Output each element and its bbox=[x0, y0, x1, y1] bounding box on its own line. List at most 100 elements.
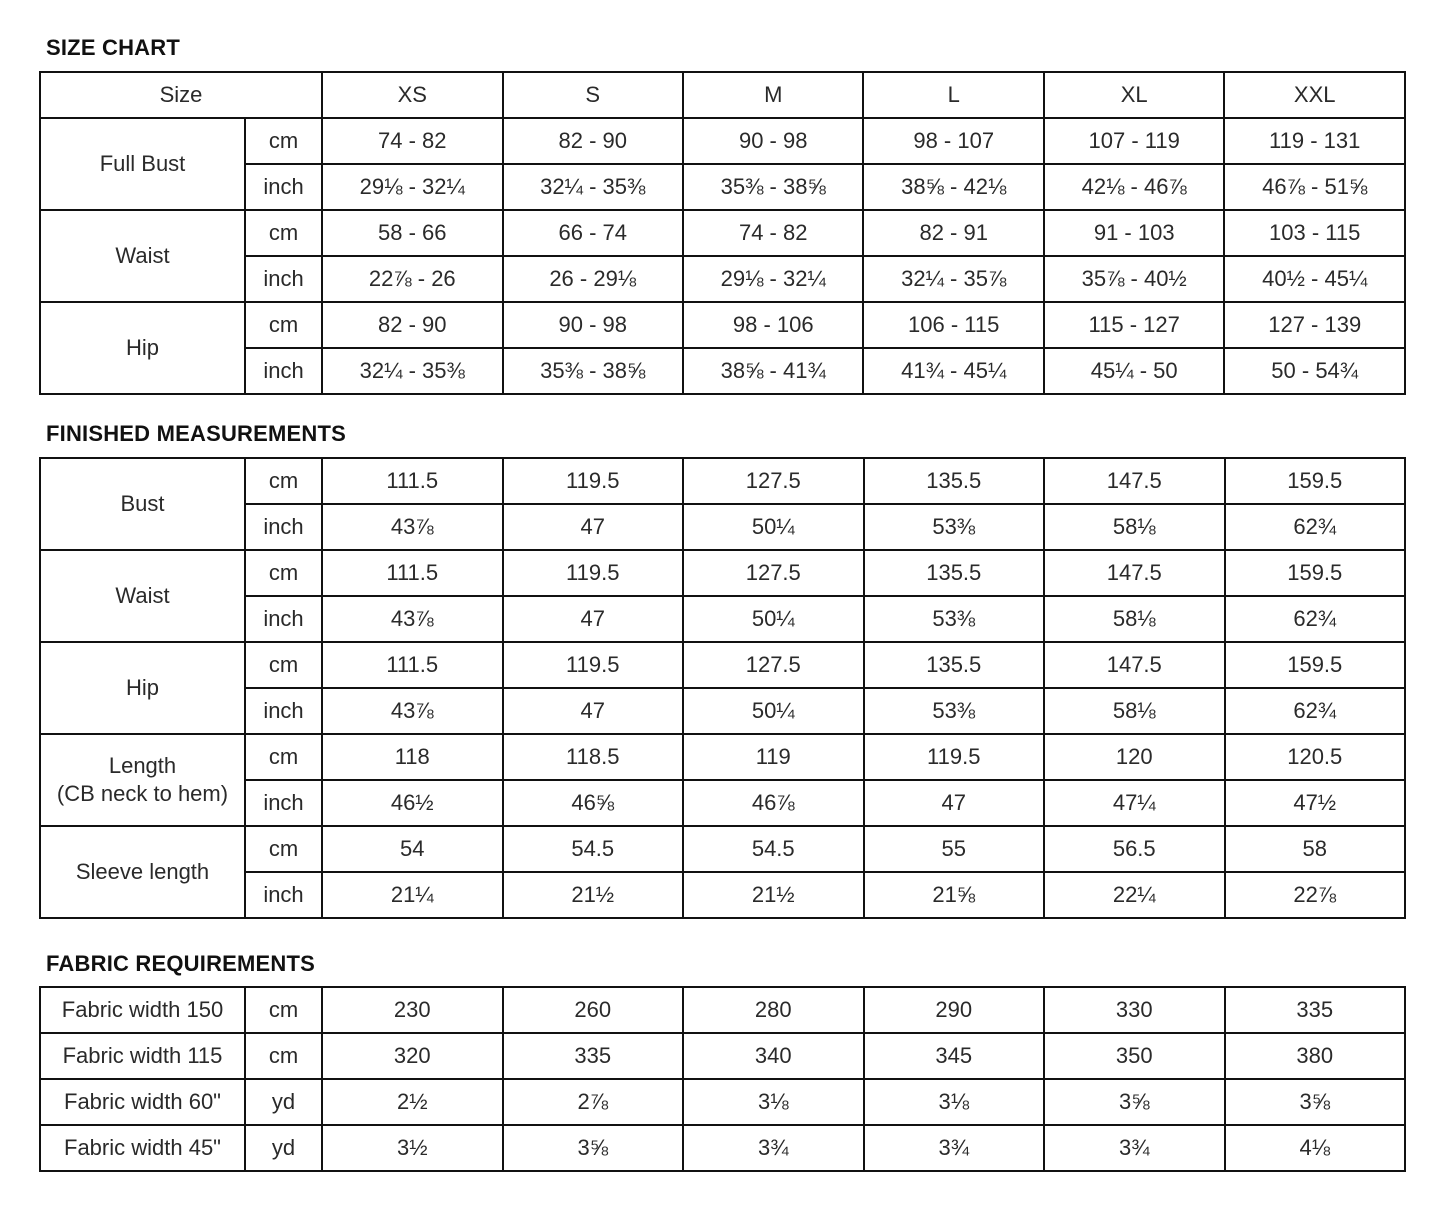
value-cell: 135.5 bbox=[862, 457, 1045, 505]
value-cell: 40½ - 45¼ bbox=[1223, 255, 1406, 303]
value-cell: 50¼ bbox=[682, 687, 865, 735]
value-cell: 29⅛ - 32¼ bbox=[681, 255, 865, 303]
table-row: inch 46½ 46⅝ 46⅞ 47 47¼ 47½ bbox=[40, 779, 1406, 827]
value-cell: 54.5 bbox=[682, 825, 865, 873]
value-cell: 29⅛ - 32¼ bbox=[321, 163, 504, 211]
value-cell: 21¼ bbox=[321, 871, 504, 919]
table-row: Full Bust cm 74 - 82 82 - 90 90 - 98 98 - 107… bbox=[39, 117, 1406, 211]
unit-cell: inch bbox=[244, 687, 323, 735]
value-cell: 3⅝ bbox=[1043, 1078, 1226, 1126]
value-cell: 3⅝ bbox=[1223, 1078, 1406, 1126]
value-cell: 98 - 107 bbox=[862, 117, 1045, 165]
value-cell: 290 bbox=[862, 986, 1045, 1034]
value-cell: 3¾ bbox=[1043, 1124, 1226, 1172]
value-cell: 159.5 bbox=[1223, 549, 1406, 597]
value-cell: 58⅛ bbox=[1043, 503, 1226, 551]
unit-cell: inch bbox=[243, 255, 324, 303]
value-cell: 118.5 bbox=[501, 733, 684, 781]
value-cell: 135.5 bbox=[862, 641, 1045, 689]
unit-cell: inch bbox=[244, 503, 323, 551]
value-cell: 21½ bbox=[501, 871, 684, 919]
unit-cell: cm bbox=[244, 641, 323, 689]
value-cell: 350 bbox=[1043, 1032, 1226, 1080]
unit-cell: cm bbox=[244, 733, 323, 781]
value-cell: 260 bbox=[501, 986, 684, 1034]
value-cell: 345 bbox=[862, 1032, 1045, 1080]
fabric-requirements-table: Fabric width 150 cm 230 260 280 290 330 335 Fabr… bbox=[39, 986, 1406, 1172]
value-cell: 58⅛ bbox=[1043, 595, 1226, 643]
value-cell: 119.5 bbox=[501, 457, 684, 505]
value-cell: 55 bbox=[862, 825, 1045, 873]
value-cell: 58 bbox=[1223, 825, 1406, 873]
group-label: Full Bust bbox=[99, 151, 186, 176]
value-cell: 2½ bbox=[321, 1078, 504, 1126]
value-cell: 82 - 90 bbox=[501, 117, 684, 165]
size-header-xs: XS bbox=[321, 71, 504, 119]
fabric-width-label: Fabric width 150 bbox=[39, 986, 246, 1034]
table-row: inch 43⅞ 47 50¼ 53⅜ 58⅛ 62¾ bbox=[40, 687, 1406, 735]
unit-cell: yd bbox=[244, 1124, 323, 1172]
row-group-label: Hip bbox=[39, 641, 246, 735]
value-cell: 4⅛ bbox=[1223, 1124, 1406, 1172]
value-cell: 47 bbox=[501, 595, 684, 643]
size-chart-heading: SIZE CHART bbox=[46, 35, 180, 60]
unit-cell: cm bbox=[244, 549, 323, 597]
value-cell: 42⅛ - 46⅞ bbox=[1042, 163, 1226, 211]
value-cell: 111.5 bbox=[321, 549, 504, 597]
group-label: Hip bbox=[125, 335, 159, 360]
value-cell: 147.5 bbox=[1043, 641, 1226, 689]
value-cell: 127.5 bbox=[682, 457, 865, 505]
value-cell: 106 - 115 bbox=[862, 301, 1045, 349]
value-cell: 119.5 bbox=[862, 733, 1045, 781]
table-row: Hip cm 111.5 119.5 127.5 135.5 147.5 159.5 bbox=[39, 641, 1406, 735]
table-row: Size XS S M L XL XXL bbox=[38, 71, 1406, 119]
finished-measurements-heading: FINISHED MEASUREMENTS bbox=[46, 421, 346, 446]
unit-cell: inch bbox=[244, 595, 323, 643]
value-cell: 46⅞ - 51⅝ bbox=[1223, 163, 1406, 211]
value-cell: 22¼ bbox=[1043, 871, 1226, 919]
value-cell: 3⅛ bbox=[682, 1078, 865, 1126]
value-cell: 45¼ - 50 bbox=[1042, 347, 1226, 395]
unit-cell: cm bbox=[243, 209, 324, 257]
value-cell: 280 bbox=[682, 986, 865, 1034]
value-cell: 111.5 bbox=[321, 641, 504, 689]
value-cell: 3½ bbox=[321, 1124, 504, 1172]
table-row: Length (CB neck to hem) cm 118 118.5 119 119.5… bbox=[39, 733, 1406, 827]
value-cell: 62¾ bbox=[1223, 503, 1406, 551]
value-cell: 3¾ bbox=[862, 1124, 1045, 1172]
unit-cell: cm bbox=[244, 457, 323, 505]
table-row: Fabric width 60" yd 2½ 2⅞ 3⅛ 3⅛ 3⅝ 3⅝ bbox=[39, 1078, 1406, 1126]
unit-cell: yd bbox=[244, 1078, 323, 1126]
value-cell: 54.5 bbox=[501, 825, 684, 873]
table-row: inch 43⅞ 47 50¼ 53⅜ 58⅛ 62¾ bbox=[40, 503, 1406, 551]
value-cell: 120.5 bbox=[1223, 733, 1406, 781]
value-cell: 127.5 bbox=[682, 641, 865, 689]
value-cell: 2⅞ bbox=[501, 1078, 684, 1126]
group-label: Sleeve length bbox=[75, 859, 210, 884]
value-cell: 47 bbox=[501, 687, 684, 735]
row-group-label: Hip bbox=[39, 301, 246, 395]
unit-cell: cm bbox=[243, 301, 324, 349]
value-cell: 53⅜ bbox=[862, 687, 1045, 735]
table-row: Fabric width 115 cm 320 335 340 345 350 380 bbox=[39, 1032, 1406, 1080]
value-cell: 47 bbox=[862, 779, 1045, 827]
value-cell: 107 - 119 bbox=[1042, 117, 1226, 165]
table-row: Bust cm 111.5 119.5 127.5 135.5 147.5 159.5 bbox=[39, 457, 1406, 551]
value-cell: 43⅞ bbox=[321, 503, 504, 551]
size-header-l: L bbox=[862, 71, 1045, 119]
table-row: inch 43⅞ 47 50¼ 53⅜ 58⅛ 62¾ bbox=[40, 595, 1406, 643]
unit-cell: inch bbox=[243, 163, 324, 211]
group-label: Length bbox=[108, 753, 177, 778]
value-cell: 115 - 127 bbox=[1042, 301, 1226, 349]
value-cell: 335 bbox=[1223, 986, 1406, 1034]
value-cell: 3¾ bbox=[682, 1124, 865, 1172]
row-group-label: Length (CB neck to hem) bbox=[39, 733, 246, 827]
value-cell: 159.5 bbox=[1223, 641, 1406, 689]
value-cell: 380 bbox=[1223, 1032, 1406, 1080]
value-cell: 82 - 91 bbox=[862, 209, 1045, 257]
row-group-label: Bust bbox=[39, 457, 246, 551]
unit-cell: cm bbox=[244, 986, 323, 1034]
table-row: Fabric width 150 cm 230 260 280 290 330 335 bbox=[39, 986, 1406, 1034]
value-cell: 340 bbox=[682, 1032, 865, 1080]
row-group-label: Waist bbox=[39, 209, 246, 303]
